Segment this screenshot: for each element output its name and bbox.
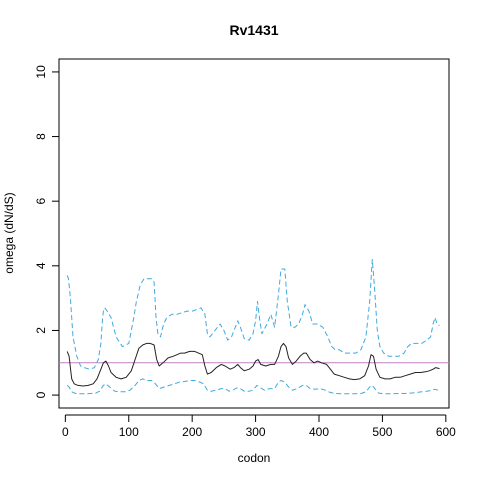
y-tick-label: 10 xyxy=(34,65,48,79)
omega-line xyxy=(66,342,440,387)
chart-title: Rv1431 xyxy=(229,22,278,38)
x-axis: 0 100 200 300 400 500 600 xyxy=(62,414,456,439)
y-tick-label: 2 xyxy=(34,327,48,334)
x-tick-label: 100 xyxy=(119,425,139,439)
y-axis: 0 2 4 6 8 10 xyxy=(34,65,60,398)
y-tick-label: 8 xyxy=(34,133,48,140)
series-group xyxy=(66,258,440,395)
x-tick-label: 400 xyxy=(309,425,329,439)
y-tick-label: 4 xyxy=(34,262,48,269)
y-tick-label: 6 xyxy=(34,198,48,205)
plot-frame xyxy=(58,58,450,409)
x-tick-label: 300 xyxy=(246,425,266,439)
x-axis-label: codon xyxy=(238,451,271,465)
lower-bound-line xyxy=(66,378,440,395)
x-tick-label: 0 xyxy=(62,425,69,439)
y-axis-label: omega (dN/dS) xyxy=(2,192,16,273)
x-tick-label: 600 xyxy=(436,425,456,439)
x-tick-label: 500 xyxy=(372,425,392,439)
upper-bound-line xyxy=(66,258,440,370)
y-tick-label: 0 xyxy=(34,391,48,398)
x-tick-label: 200 xyxy=(182,425,202,439)
